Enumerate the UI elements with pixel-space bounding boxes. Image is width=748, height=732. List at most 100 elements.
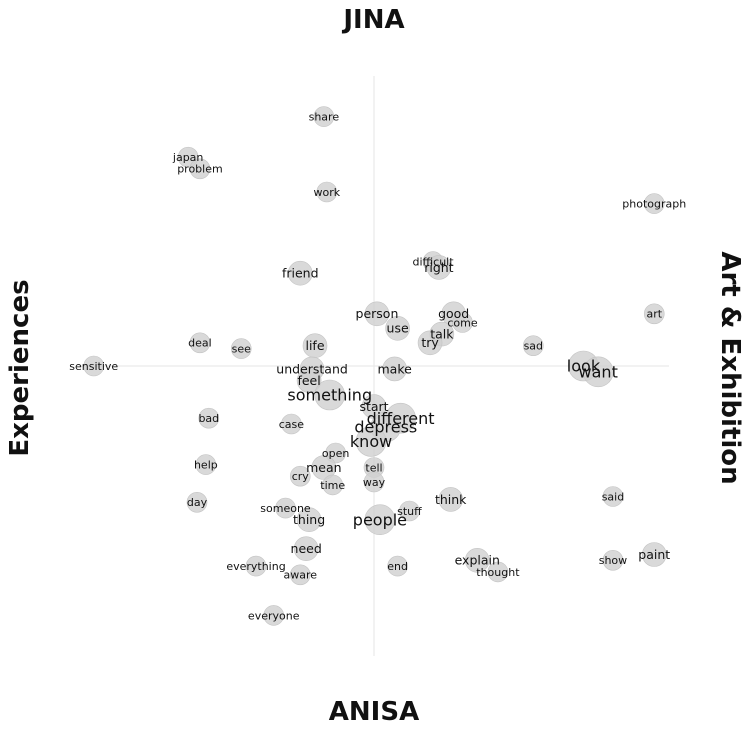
- point-label: try: [421, 335, 439, 350]
- point-bubble: [296, 507, 322, 533]
- point-label: thing: [293, 512, 325, 527]
- point-label: come: [447, 316, 477, 329]
- point-bubble: [313, 106, 335, 127]
- point-label: right: [424, 260, 453, 275]
- point-label: good: [438, 306, 469, 321]
- point-label: everything: [226, 560, 285, 573]
- point-label: tell: [365, 461, 382, 474]
- point-label: sad: [524, 340, 543, 353]
- point-bubble: [245, 555, 267, 577]
- point-bubble: [275, 497, 296, 519]
- point-bubble: [195, 454, 217, 475]
- point-label: photograph: [622, 197, 686, 210]
- point-bubble: [355, 426, 387, 457]
- point-bubble: [399, 500, 420, 522]
- point-bubble: [364, 301, 390, 327]
- point-bubble: [289, 564, 311, 586]
- point-bubble: [314, 379, 346, 411]
- point-label: make: [377, 361, 412, 376]
- point-bubble: [189, 332, 211, 354]
- point-bubble: [385, 315, 410, 341]
- point-label: cry: [292, 470, 310, 483]
- point-label: time: [320, 479, 345, 492]
- point-bubble: [363, 471, 385, 493]
- pole-label-bottom: ANISA: [329, 697, 419, 727]
- point-bubble: [464, 547, 490, 573]
- point-label: friend: [282, 266, 319, 281]
- point-label: help: [194, 458, 218, 471]
- point-bubble: [364, 504, 396, 536]
- point-label: stuff: [397, 505, 422, 518]
- point-label: something: [287, 386, 372, 405]
- point-label: open: [322, 447, 349, 460]
- point-label: case: [279, 418, 305, 431]
- point-bubble: [522, 335, 544, 357]
- point-bubble: [641, 542, 667, 567]
- point-label: sensitive: [69, 360, 118, 373]
- point-label: aware: [283, 569, 317, 582]
- point-bubble: [186, 491, 208, 513]
- point-bubble: [582, 356, 614, 388]
- point-label: see: [232, 342, 251, 355]
- point-label: feel: [297, 373, 320, 388]
- point-label: use: [387, 321, 409, 336]
- point-bubble: [426, 255, 452, 280]
- point-label: deal: [188, 337, 212, 350]
- point-bubble: [293, 536, 319, 562]
- point-label: look: [567, 357, 601, 376]
- point-label: japan: [172, 151, 204, 164]
- point-label: thought: [476, 566, 520, 579]
- point-label: life: [305, 338, 324, 353]
- pole-label-left: Experiences: [5, 279, 35, 456]
- point-label: mean: [306, 460, 341, 475]
- point-bubble: [602, 486, 624, 507]
- point-label: paint: [638, 547, 670, 562]
- point-label: everyone: [248, 609, 300, 622]
- point-label: difficult: [412, 255, 454, 268]
- point-label: person: [356, 306, 399, 321]
- point-label: talk: [430, 326, 454, 341]
- point-label: end: [387, 560, 408, 573]
- point-bubble: [382, 356, 407, 382]
- point-label: art: [646, 308, 662, 321]
- point-bubble: [281, 413, 302, 435]
- point-bubble: [83, 355, 105, 377]
- point-label: understand: [276, 361, 348, 376]
- point-label: explain: [455, 553, 500, 568]
- point-label: show: [599, 554, 627, 567]
- point-label: need: [291, 541, 322, 556]
- point-bubble: [643, 193, 665, 214]
- point-bubble: [263, 605, 285, 626]
- point-label: want: [579, 362, 618, 381]
- point-bubble: [230, 338, 252, 359]
- point-label: day: [187, 496, 208, 509]
- point-label: share: [309, 110, 340, 123]
- point-bubble: [417, 330, 443, 356]
- point-bubble: [198, 407, 220, 429]
- point-bubble: [322, 474, 344, 496]
- point-label: people: [353, 510, 407, 529]
- point-bubble: [296, 368, 322, 393]
- point-bubble: [189, 158, 211, 180]
- point-label: way: [363, 476, 386, 489]
- point-label: bad: [198, 412, 219, 425]
- point-label: know: [350, 432, 392, 451]
- point-bubble: [452, 312, 473, 333]
- point-label: different: [367, 409, 435, 428]
- point-label: think: [435, 492, 467, 507]
- point-label: work: [313, 186, 340, 199]
- point-bubble: [311, 455, 337, 480]
- pole-label-right: Art & Exhibition: [715, 251, 745, 484]
- point-label: someone: [260, 502, 311, 515]
- point-label: start: [359, 399, 388, 414]
- point-bubble: [287, 260, 313, 286]
- point-bubble: [289, 465, 311, 487]
- pole-label-top: JINA: [341, 5, 404, 35]
- point-bubble: [316, 181, 338, 203]
- bubble-layer: [83, 106, 667, 626]
- point-label: problem: [177, 163, 223, 176]
- point-label: said: [602, 490, 625, 503]
